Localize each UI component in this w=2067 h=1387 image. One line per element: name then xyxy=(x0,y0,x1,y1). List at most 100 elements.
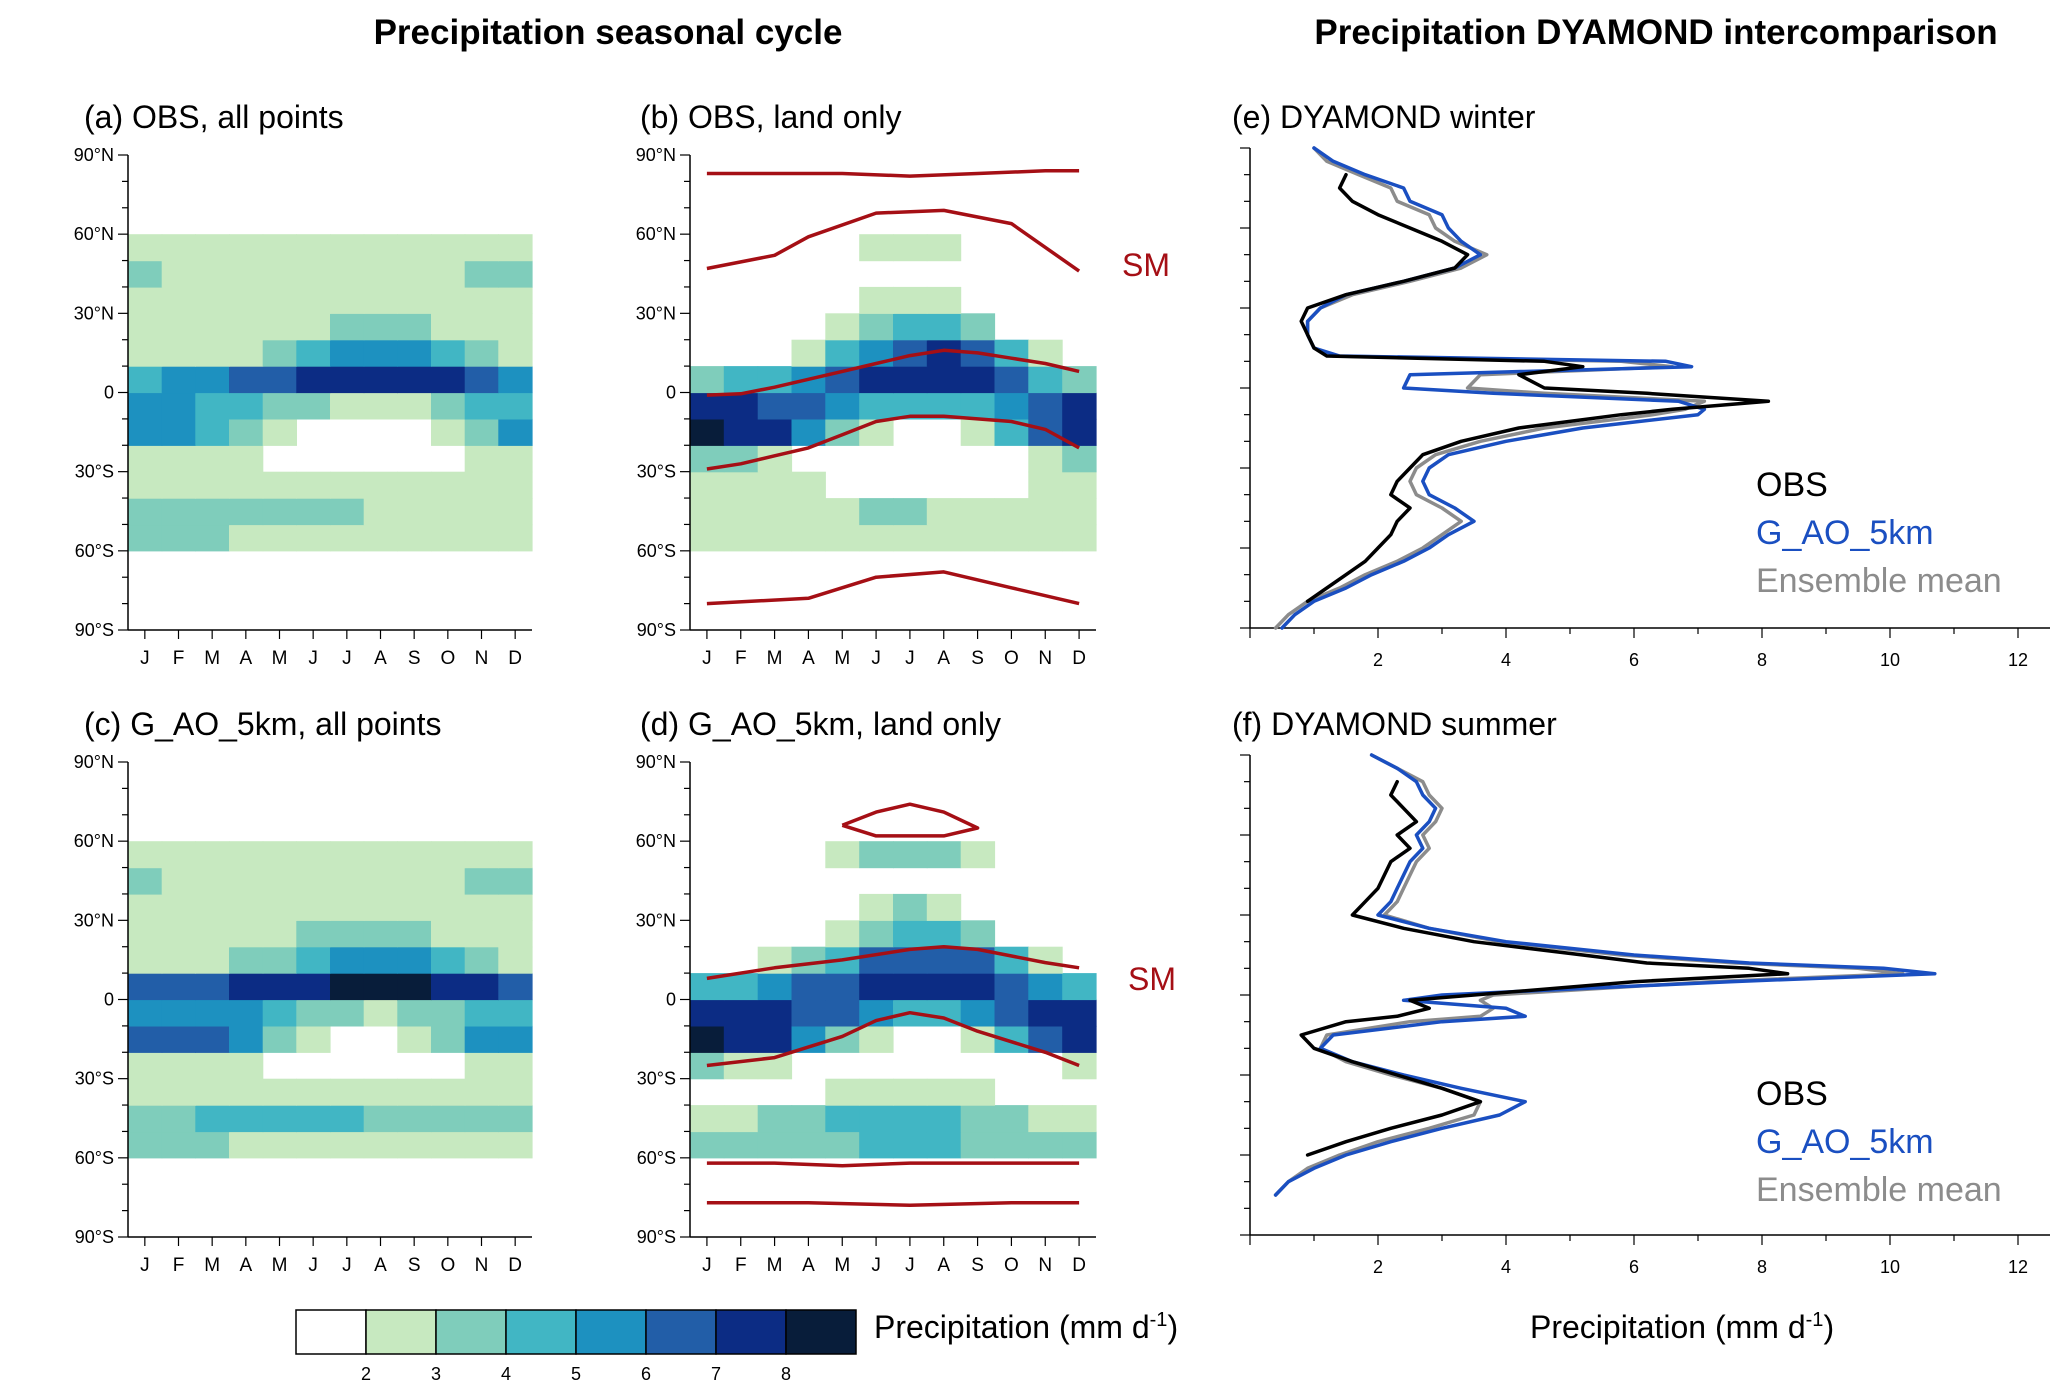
panel-a-cell xyxy=(195,366,230,394)
panel-b-cell xyxy=(690,392,725,420)
panel-a-heatmap: (a) OBS, all points 90°N 60°N 30°N 0 30°S 60°… xyxy=(74,99,533,669)
panel-a-cell xyxy=(262,498,297,526)
panel-c-cell xyxy=(128,867,163,895)
panel-c-cell xyxy=(195,1131,230,1159)
panel-b-cell xyxy=(926,498,962,526)
panel-a-cell xyxy=(363,339,398,367)
x-axis-title: Precipitation (mm d-1) xyxy=(1530,1309,1834,1345)
panel-a-cell xyxy=(195,392,230,420)
panel-b-lat-label: 60°S xyxy=(637,541,676,561)
panel-d-cell xyxy=(893,841,928,869)
panel-c-month-label: A xyxy=(374,1255,387,1276)
panel-c-cell xyxy=(161,841,196,869)
panel-c-cell xyxy=(262,841,297,869)
panel-d-cell xyxy=(926,973,962,1001)
panel-d-cell xyxy=(994,1105,1029,1133)
panel-a-cell xyxy=(431,286,466,314)
panel-c-cell xyxy=(262,973,297,1001)
panel-c-cell xyxy=(195,867,230,895)
panel-d-month-label: J xyxy=(702,1255,712,1276)
panel-a-cell xyxy=(161,524,196,552)
panel-d-month-label: N xyxy=(1038,1255,1052,1276)
panel-c-cell xyxy=(128,920,163,948)
panel-a-month-label: F xyxy=(173,648,185,669)
panel-c-cell xyxy=(229,1105,264,1133)
panel-a-cell xyxy=(330,339,365,367)
panel-b-cell xyxy=(926,366,962,394)
colorbar-label: Precipitation (mm d-1) xyxy=(874,1309,1178,1345)
panel-b-cell xyxy=(893,366,928,394)
panel-a-cell xyxy=(229,313,264,341)
panel-a-cell xyxy=(498,339,533,367)
panel-c-cell xyxy=(128,1105,163,1133)
panel-c-cell xyxy=(397,893,432,921)
panel-c-cell xyxy=(363,999,398,1027)
panel-d-cell xyxy=(825,1078,860,1106)
panel-a-cell xyxy=(161,366,196,394)
panel-c-cell xyxy=(296,893,331,921)
panel-c-cells xyxy=(128,841,533,1159)
panel-c-cell xyxy=(229,1025,264,1053)
panel-d-cell xyxy=(859,841,894,869)
panel-d-cell xyxy=(960,999,996,1027)
panel-d-month-label: A xyxy=(937,1255,950,1276)
panel-b-cell xyxy=(1062,445,1097,473)
colorbar-tick-label: 2 xyxy=(361,1364,371,1384)
panel-c-month-label: O xyxy=(440,1255,455,1276)
colorbar-tick-label: 4 xyxy=(501,1364,511,1384)
panel-a-cell xyxy=(498,498,533,526)
panel-b-cell xyxy=(825,418,860,446)
panel-a-cell xyxy=(128,260,163,288)
panel-c-cell xyxy=(161,1105,196,1133)
panel-b-month-label: J xyxy=(871,648,881,669)
panel-a-cell xyxy=(161,418,196,446)
panel-b-cell xyxy=(893,286,928,314)
panel-c-cell xyxy=(262,1078,297,1106)
panel-f-x-tick-label: 4 xyxy=(1501,1257,1511,1277)
panel-a-cell xyxy=(128,524,163,552)
panel-b-cell xyxy=(723,524,759,552)
panel-b-month-label: N xyxy=(1038,648,1052,669)
panel-b-cell xyxy=(690,418,725,446)
panel-c-cell xyxy=(431,1078,466,1106)
sm-contour-southern-b xyxy=(706,1200,1080,1208)
panel-a-title: (a) OBS, all points xyxy=(84,99,344,135)
panel-b-month-label: F xyxy=(735,648,747,669)
panel-e-series-ensemble-mean xyxy=(1273,146,1707,630)
panel-c-cell xyxy=(229,1078,264,1106)
panel-c-cell xyxy=(397,1131,432,1159)
panel-b-cell xyxy=(791,498,826,526)
panel-d-month-label: A xyxy=(802,1255,815,1276)
panel-a-cell xyxy=(464,234,499,262)
panel-a-cell xyxy=(262,339,297,367)
panel-b-sm-label: SM xyxy=(1122,247,1170,283)
panel-c-title: (c) G_AO_5km, all points xyxy=(84,706,441,742)
panel-a-cell xyxy=(397,260,432,288)
panel-a-cell xyxy=(464,445,499,473)
panel-b-cell xyxy=(757,524,793,552)
panel-b-cell xyxy=(690,471,725,499)
colorbar-swatch xyxy=(505,1309,577,1355)
panel-a-cell xyxy=(397,498,432,526)
panel-d-cell xyxy=(791,999,826,1027)
panel-f-series-g-ao-5km xyxy=(1273,753,1937,1197)
left-section-title: Precipitation seasonal cycle xyxy=(374,13,843,52)
panel-b-cell xyxy=(960,524,996,552)
panel-c-cell xyxy=(464,1025,499,1053)
panel-a-cell xyxy=(195,313,230,341)
panel-a-month-label: N xyxy=(475,648,489,669)
panel-c-cell xyxy=(330,867,365,895)
panel-b-cell xyxy=(859,418,894,446)
panel-d-heatmap: (d) G_AO_5km, land only SM 90°N60°N30°N0… xyxy=(636,706,1176,1276)
panel-d-cell xyxy=(791,973,826,1001)
panel-d-cell xyxy=(960,1105,996,1133)
panel-a-cell xyxy=(195,286,230,314)
panel-f-title: (f) DYAMOND summer xyxy=(1232,706,1557,742)
panel-a-month-label: A xyxy=(374,648,387,669)
panel-b-cell xyxy=(1062,392,1097,420)
panel-c-month-label: A xyxy=(239,1255,252,1276)
panel-d-cell xyxy=(825,1131,860,1159)
colorbar: Precipitation (mm d-1) 2 3 4 5 6 7 8 xyxy=(295,1309,1178,1384)
panel-c-cell xyxy=(296,1105,331,1133)
